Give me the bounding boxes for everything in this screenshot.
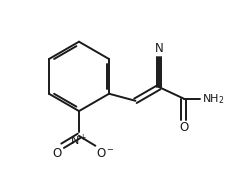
- Text: O: O: [52, 147, 62, 160]
- Text: O: O: [179, 121, 188, 134]
- Text: N$^+$: N$^+$: [70, 133, 88, 148]
- Text: NH$_2$: NH$_2$: [202, 92, 224, 106]
- Text: N: N: [155, 42, 163, 55]
- Text: O$^-$: O$^-$: [96, 147, 115, 160]
